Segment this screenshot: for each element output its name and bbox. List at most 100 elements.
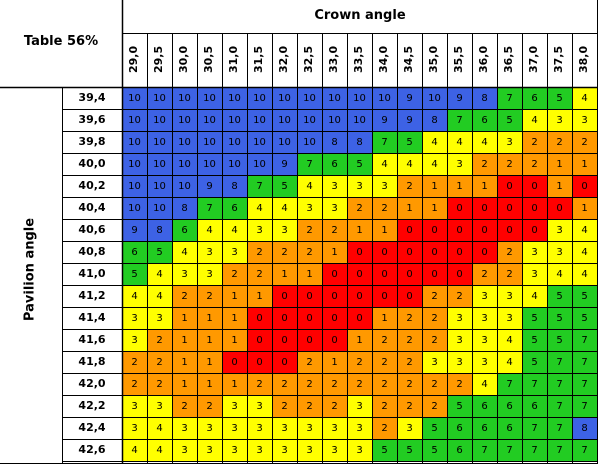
cell-value: 3 (531, 269, 538, 280)
heatmap-cell (247, 263, 272, 285)
cell-value: 3 (181, 445, 188, 456)
heatmap-cell (122, 373, 147, 395)
cell-value: 2 (406, 335, 413, 346)
heatmap-cell (222, 109, 247, 131)
cell-value: 10 (153, 159, 166, 170)
heatmap-cell (172, 351, 197, 373)
heatmap-cell (497, 351, 522, 373)
cell-value: 0 (481, 247, 488, 258)
cell-value: 3 (281, 445, 288, 456)
cell-value: 1 (381, 313, 388, 324)
heatmap-cell (397, 329, 422, 351)
heatmap-cell (547, 131, 572, 153)
cell-value: 0 (456, 225, 463, 236)
heatmap-cell (122, 395, 147, 417)
cell-value: 1 (331, 357, 338, 368)
cell-value: 10 (203, 93, 216, 104)
heatmap-cell (147, 87, 172, 109)
cell-value: 0 (506, 181, 513, 192)
cell-value: 3 (306, 423, 313, 434)
heatmap-cell (397, 87, 422, 109)
row-header: 39,8 (78, 135, 106, 148)
cell-value: 7 (581, 357, 588, 368)
cell-value: 2 (581, 137, 588, 148)
cell-value: 1 (481, 181, 488, 192)
cell-value: 4 (431, 159, 438, 170)
heatmap-cell (547, 263, 572, 285)
heatmap-cell (522, 417, 547, 439)
cell-value: 2 (256, 247, 263, 258)
cell-value: 6 (231, 203, 238, 214)
heatmap-cell (297, 131, 322, 153)
heatmap-cell (347, 439, 372, 461)
heatmap-cell (347, 109, 372, 131)
cell-value: 3 (556, 115, 563, 126)
heatmap-cell (197, 153, 222, 175)
cell-value: 2 (356, 203, 363, 214)
heatmap-cell (447, 351, 472, 373)
cell-value: 3 (356, 181, 363, 192)
row-header: 42,6 (78, 443, 106, 456)
cell-value: 1 (431, 203, 438, 214)
heatmap-cell (497, 241, 522, 263)
cell-value: 3 (156, 313, 163, 324)
heatmap-cell (497, 285, 522, 307)
cell-value: 0 (356, 291, 363, 302)
heatmap-cell (547, 153, 572, 175)
heatmap-cell (172, 307, 197, 329)
cell-value: 0 (531, 203, 538, 214)
heatmap-cell (497, 153, 522, 175)
cell-value: 7 (556, 357, 563, 368)
heatmap-cell (397, 197, 422, 219)
heatmap-cell (297, 263, 322, 285)
cell-value: 8 (431, 115, 438, 126)
cell-value: 1 (231, 313, 238, 324)
heatmap-cell (497, 395, 522, 417)
cell-value: 7 (581, 335, 588, 346)
cell-value: 5 (431, 445, 438, 456)
cell-value: 7 (556, 423, 563, 434)
cell-value: 2 (256, 379, 263, 390)
heatmap-cell (422, 87, 447, 109)
cell-value: 3 (256, 423, 263, 434)
cell-value: 1 (306, 269, 313, 280)
heatmap-cell (397, 263, 422, 285)
cell-value: 10 (303, 93, 316, 104)
cell-value: 4 (406, 159, 413, 170)
cell-value: 2 (406, 379, 413, 390)
heatmap-cell (372, 307, 397, 329)
cell-value: 10 (203, 115, 216, 126)
heatmap-cell (122, 175, 147, 197)
column-header: 30,5 (202, 45, 215, 73)
cell-value: 4 (381, 159, 388, 170)
row-header: 41,8 (78, 355, 106, 368)
row-header: 41,0 (78, 267, 106, 280)
heatmap-cell (197, 307, 222, 329)
heatmap-cell (222, 131, 247, 153)
heatmap-cell (322, 87, 347, 109)
cell-value: 2 (356, 357, 363, 368)
cell-value: 0 (381, 269, 388, 280)
heatmap-cell (497, 131, 522, 153)
heatmap-cell (472, 197, 497, 219)
heatmap-cell (272, 263, 297, 285)
cell-value: 7 (556, 379, 563, 390)
heatmap-cell (447, 439, 472, 461)
cell-value: 6 (531, 401, 538, 412)
cell-value: 10 (328, 115, 341, 126)
heatmap-cell (122, 285, 147, 307)
cell-value: 7 (381, 137, 388, 148)
heatmap-cell (247, 329, 272, 351)
cell-value: 8 (331, 137, 338, 148)
row-header: 39,4 (78, 91, 106, 104)
heatmap-cell (347, 175, 372, 197)
cell-value: 3 (281, 423, 288, 434)
heatmap-cell (372, 285, 397, 307)
cell-value: 10 (328, 93, 341, 104)
heatmap-cell (372, 175, 397, 197)
heatmap-cell (172, 109, 197, 131)
heatmap-cell (372, 87, 397, 109)
cell-value: 8 (231, 181, 238, 192)
heatmap-cell (447, 241, 472, 263)
